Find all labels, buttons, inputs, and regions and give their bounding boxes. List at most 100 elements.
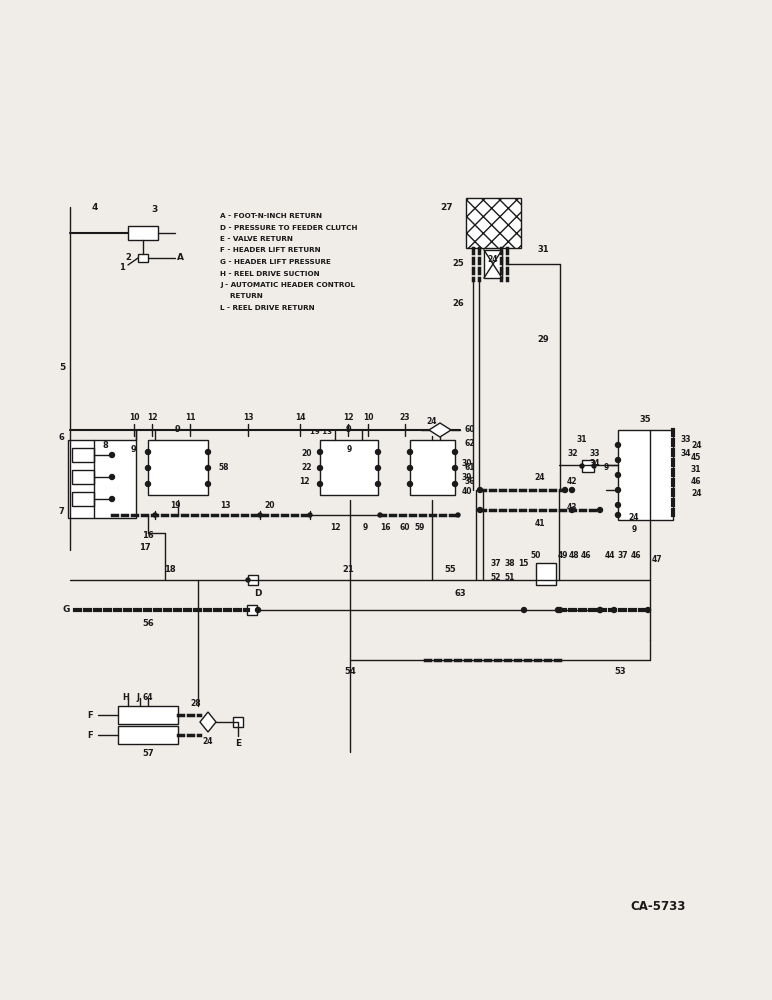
Text: 34: 34 [681,448,692,458]
Circle shape [110,475,114,480]
Text: F - HEADER LIFT RETURN: F - HEADER LIFT RETURN [220,247,320,253]
Text: 31: 31 [691,466,702,475]
Text: 20: 20 [302,450,312,458]
Text: J - AUTOMATIC HEADER CONTROL: J - AUTOMATIC HEADER CONTROL [220,282,355,288]
Circle shape [145,450,151,454]
Circle shape [452,482,458,487]
Text: 16: 16 [380,524,391,532]
Text: 63: 63 [454,589,466,598]
Bar [536,563,556,585]
Text: 24: 24 [691,440,702,450]
Text: 8: 8 [102,440,108,450]
Text: 61: 61 [465,464,476,473]
Text: 31: 31 [577,436,587,444]
Text: H - REEL DRIVE SUCTION: H - REEL DRIVE SUCTION [220,270,320,276]
Text: 24: 24 [203,736,213,746]
Text: F: F [87,730,93,740]
Circle shape [408,482,412,487]
Text: 52: 52 [491,572,501,582]
Bar [247,605,257,615]
Circle shape [598,607,602,612]
Text: 10: 10 [363,414,373,422]
Text: E: E [235,740,241,748]
Bar [248,575,258,585]
Circle shape [570,508,574,512]
Text: 9: 9 [346,426,352,434]
Text: 37: 37 [491,560,501,568]
Circle shape [408,450,412,454]
Text: 46: 46 [631,552,642,560]
Text: 62: 62 [465,438,476,448]
Text: 60: 60 [400,524,410,532]
Text: 24: 24 [427,418,437,426]
Text: 30: 30 [462,458,472,468]
Text: E - VALVE RETURN: E - VALVE RETURN [220,236,293,242]
Text: 36: 36 [465,478,476,487]
Text: 50: 50 [531,552,541,560]
Text: A: A [177,253,184,262]
Text: 51: 51 [505,572,515,582]
Circle shape [110,452,114,458]
Bar [410,440,455,495]
Circle shape [145,482,151,487]
Circle shape [205,466,211,471]
Circle shape [598,508,602,512]
Circle shape [645,607,651,612]
Text: H: H [123,694,130,702]
Text: 12: 12 [330,524,340,532]
Circle shape [153,513,157,517]
Text: J: J [137,694,140,702]
Circle shape [522,607,527,612]
Text: 54: 54 [344,668,356,676]
Text: 18: 18 [164,566,176,574]
Text: 21: 21 [342,566,354,574]
Bar [72,448,94,462]
Text: 45: 45 [691,454,702,462]
Circle shape [580,464,584,468]
Text: 34: 34 [590,460,601,468]
Text: 4: 4 [92,202,98,212]
Circle shape [375,466,381,471]
Text: 57: 57 [142,750,154,758]
Circle shape [611,607,617,612]
Circle shape [378,513,382,517]
Text: 16: 16 [142,530,154,540]
Circle shape [110,496,114,502]
Text: 5: 5 [59,362,65,371]
Circle shape [563,488,567,492]
Circle shape [556,607,560,612]
Circle shape [592,464,596,468]
Circle shape [308,513,312,517]
Text: 47: 47 [652,556,662,564]
Text: 41: 41 [535,518,545,528]
Text: 35: 35 [639,416,651,424]
Circle shape [375,450,381,454]
Circle shape [557,607,563,612]
Text: 12: 12 [300,478,310,487]
Text: 48: 48 [569,552,579,560]
Text: 42: 42 [567,477,577,486]
Text: 13: 13 [242,414,253,422]
Polygon shape [200,712,216,732]
Text: A - FOOT-N-INCH RETURN: A - FOOT-N-INCH RETURN [220,213,322,219]
Circle shape [615,473,621,478]
Text: 64: 64 [143,694,154,702]
Circle shape [456,513,460,517]
Text: 2: 2 [125,252,131,261]
Text: 12: 12 [343,414,354,422]
Text: 24: 24 [691,489,702,498]
Text: D - PRESSURE TO FEEDER CLUTCH: D - PRESSURE TO FEEDER CLUTCH [220,225,357,231]
Bar [118,706,178,724]
Text: 10: 10 [129,414,139,422]
Circle shape [598,607,602,612]
Text: 19 13: 19 13 [310,429,332,435]
Text: 40: 40 [462,487,472,495]
Circle shape [452,466,458,471]
Text: 9: 9 [347,446,351,454]
Text: 1: 1 [119,262,125,271]
Text: L - REEL DRIVE RETURN: L - REEL DRIVE RETURN [220,305,315,311]
Text: 44: 44 [604,552,615,560]
Circle shape [615,442,621,448]
Circle shape [375,482,381,487]
Circle shape [452,450,458,454]
